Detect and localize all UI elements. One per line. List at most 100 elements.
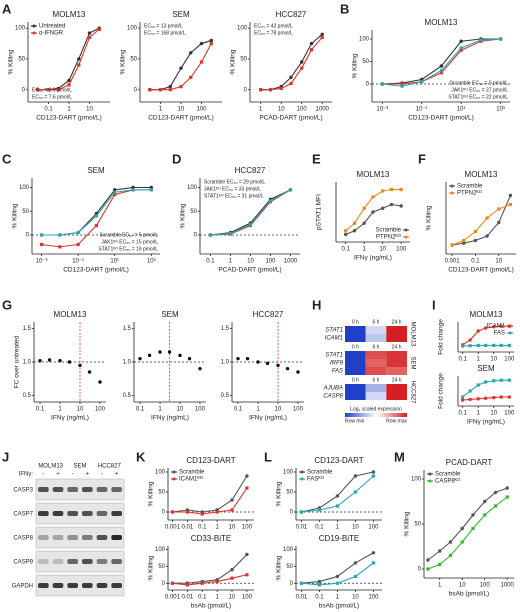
data-point bbox=[362, 206, 366, 210]
y-tick-label: 100 bbox=[359, 37, 370, 43]
data-point bbox=[200, 581, 204, 585]
chart-title: SEM bbox=[477, 364, 495, 373]
legend-label: PTPN2ᴷᴼ bbox=[376, 234, 401, 241]
x-tick-label: 1 bbox=[67, 107, 71, 113]
data-point bbox=[230, 576, 234, 580]
y-tick-label: 50 bbox=[22, 209, 29, 215]
heat-cell bbox=[345, 392, 366, 400]
data-point bbox=[389, 202, 394, 207]
protein-label: CASP7 bbox=[13, 512, 33, 518]
y-tick-label: 50 bbox=[158, 564, 165, 570]
x-tick-label: 1000 bbox=[284, 259, 298, 265]
data-point bbox=[276, 363, 280, 368]
x-axis-label: bsAb (pmol/L) bbox=[319, 603, 359, 610]
colorbar-title: Log₂ scaled expression bbox=[350, 406, 402, 412]
x-tick-label: 0.1 bbox=[198, 595, 207, 601]
data-point bbox=[362, 221, 366, 225]
data-point bbox=[148, 88, 152, 92]
treatment-label: IFNγ: bbox=[19, 472, 34, 478]
series-line bbox=[172, 574, 248, 586]
data-point bbox=[399, 204, 403, 208]
data-point bbox=[208, 233, 213, 237]
data-point bbox=[335, 504, 340, 508]
protein-label: CASP8 bbox=[13, 536, 33, 542]
data-point bbox=[158, 88, 163, 92]
x-tick-label: 100 bbox=[95, 407, 106, 413]
data-point bbox=[215, 510, 219, 514]
x-tick-label: 10 bbox=[229, 595, 236, 601]
row-label: STAT1 bbox=[325, 328, 343, 334]
data-point bbox=[168, 84, 172, 89]
x-tick-label: 10 bbox=[275, 407, 282, 413]
data-point bbox=[497, 220, 501, 225]
panel-letter: B bbox=[340, 1, 349, 16]
protein-label: CASP3 bbox=[13, 488, 33, 494]
data-point bbox=[479, 38, 483, 42]
data-point bbox=[320, 35, 324, 39]
data-point bbox=[371, 195, 375, 199]
annotation: EC₅₀ = 3.0 pmol/L bbox=[32, 87, 72, 93]
lane-label: + bbox=[86, 472, 90, 478]
heat-cell bbox=[345, 384, 366, 392]
y-axis-label: % Killing bbox=[148, 555, 155, 580]
y-tick-label: 0 bbox=[244, 87, 248, 93]
band bbox=[111, 511, 122, 516]
data-point bbox=[245, 474, 249, 478]
y-tick-label: 0 bbox=[418, 567, 422, 573]
y-tick-label: 0 bbox=[162, 581, 166, 587]
y-tick-label: 0.5 bbox=[23, 393, 32, 399]
band bbox=[82, 487, 93, 492]
data-point bbox=[76, 230, 80, 235]
x-axis-label: CD123-DART (pmol/L) bbox=[408, 115, 474, 122]
group-label: HCC827 bbox=[409, 380, 415, 404]
band bbox=[67, 559, 78, 564]
y-tick-label: 100 bbox=[237, 26, 248, 32]
data-point bbox=[353, 474, 358, 478]
colorbar-min: Row min bbox=[345, 418, 365, 424]
column-label: 0 h bbox=[352, 344, 359, 350]
series-line bbox=[382, 38, 501, 85]
x-tick-label: 1 bbox=[477, 411, 481, 417]
data-point bbox=[499, 343, 503, 347]
data-point bbox=[228, 231, 233, 236]
data-point bbox=[87, 370, 92, 374]
series-line bbox=[260, 33, 323, 91]
heat-cell bbox=[386, 334, 407, 342]
x-tick-label: 100 bbox=[265, 259, 276, 265]
x-tick-label: 1000 bbox=[316, 107, 330, 113]
data-point bbox=[493, 504, 498, 508]
x-axis-label: CD123-DART (pmol/L) bbox=[63, 267, 129, 274]
data-point bbox=[508, 193, 513, 198]
x-tick-label: 1000 bbox=[501, 583, 515, 589]
data-point bbox=[426, 567, 430, 571]
y-tick-label: 100 bbox=[283, 547, 294, 553]
band bbox=[111, 559, 122, 564]
y-axis-label: Fold change bbox=[438, 373, 445, 409]
panel-letter: K bbox=[136, 449, 146, 464]
data-point bbox=[289, 81, 293, 86]
data-point bbox=[380, 206, 385, 210]
x-axis-label: IFNγ (ng/mL) bbox=[354, 255, 392, 262]
data-point bbox=[426, 558, 430, 562]
legend-marker bbox=[428, 479, 432, 483]
data-point bbox=[185, 510, 189, 514]
data-point bbox=[484, 380, 488, 384]
data-point bbox=[335, 574, 340, 579]
x-tick-label: 10³ bbox=[147, 259, 156, 265]
data-point bbox=[505, 495, 509, 499]
data-point bbox=[265, 361, 270, 366]
band bbox=[52, 583, 64, 588]
data-point bbox=[439, 68, 444, 73]
data-point bbox=[268, 199, 273, 203]
band bbox=[96, 487, 108, 492]
data-point bbox=[113, 193, 117, 197]
legend-marker bbox=[428, 472, 432, 476]
group-label: SEM bbox=[409, 356, 415, 369]
x-tick-label: 10 bbox=[490, 411, 497, 417]
series-line bbox=[149, 39, 212, 91]
data-point bbox=[462, 238, 466, 243]
data-point bbox=[493, 490, 498, 495]
y-axis-label: % Killing bbox=[8, 49, 15, 74]
colorbar-max: Row max bbox=[386, 418, 407, 424]
annotation: Scramble EC₅₀ = 5 pmol/L bbox=[100, 232, 159, 238]
